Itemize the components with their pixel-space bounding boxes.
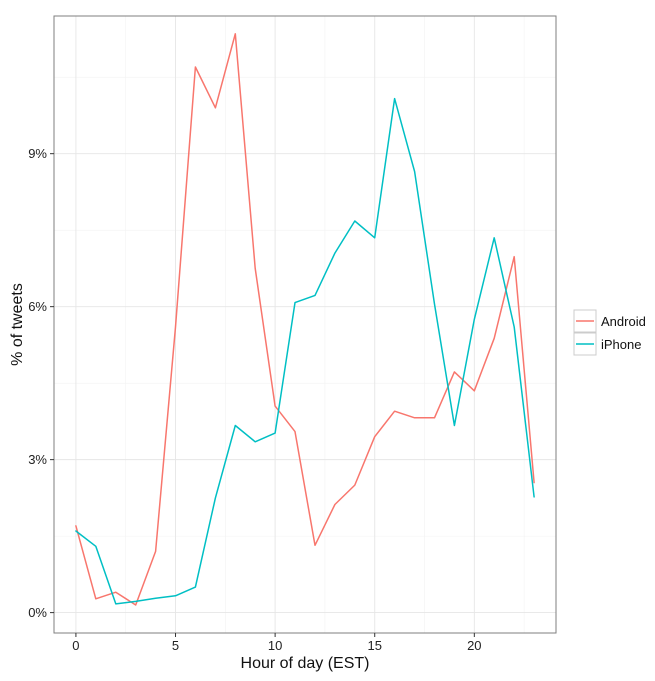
y-tick-label: 0%: [28, 605, 47, 620]
x-tick-label: 5: [172, 638, 179, 653]
x-tick-label: 15: [367, 638, 381, 653]
grid: [54, 16, 556, 633]
legend-label-iphone: iPhone: [601, 337, 641, 352]
x-axis-title: Hour of day (EST): [241, 655, 370, 672]
y-axis-title: % of tweets: [9, 283, 26, 366]
x-tick-label: 10: [268, 638, 282, 653]
series-line-iphone: [75, 97, 535, 605]
legend-label-android: Android: [601, 314, 646, 329]
axes: 0 5 10 15 20 0% 3% 6% 9%: [28, 146, 481, 653]
y-tick-label: 9%: [28, 146, 47, 161]
plot-frame: [53, 15, 557, 634]
y-tick-label: 3%: [28, 452, 47, 467]
series-lines: [75, 33, 535, 606]
x-tick-label: 0: [72, 638, 79, 653]
x-tick-label: 20: [467, 638, 481, 653]
y-tick-label: 6%: [28, 299, 47, 314]
legend: Android iPhone: [573, 309, 646, 356]
series-line-android: [75, 33, 535, 606]
